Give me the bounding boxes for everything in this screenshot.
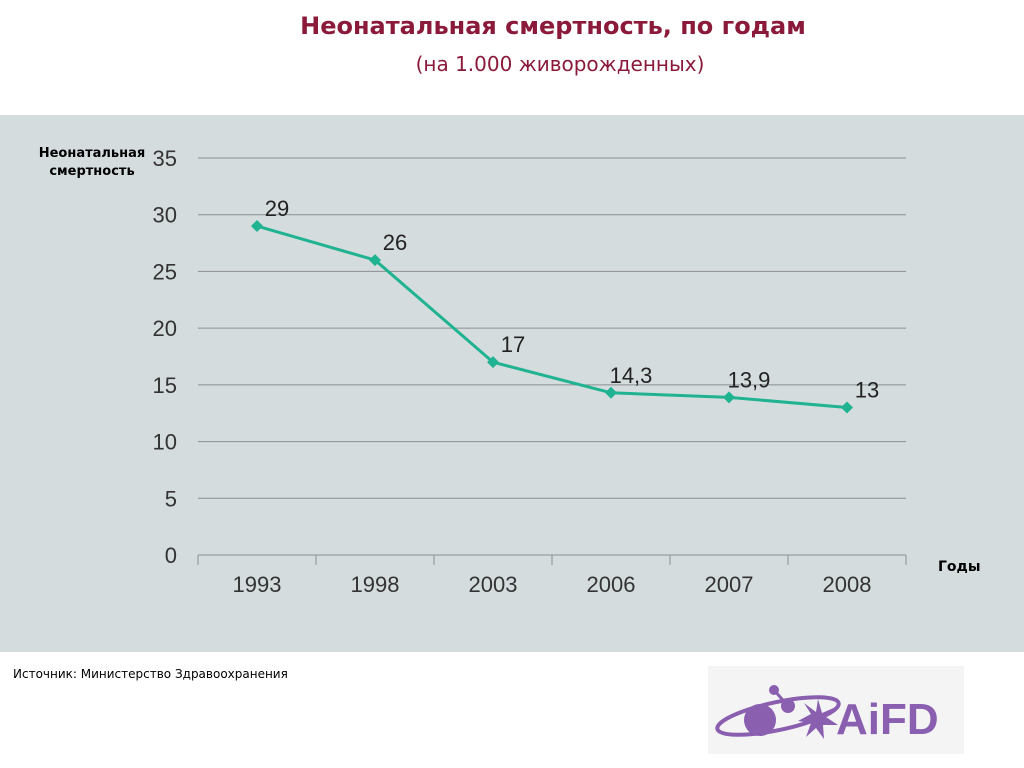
page-title: Неонатальная смертность, по годам	[300, 12, 806, 40]
data-label: 29	[265, 196, 289, 221]
data-point-marker	[841, 401, 853, 414]
x-tick-label: 2007	[705, 572, 754, 597]
y-tick-label: 20	[153, 316, 177, 341]
y-tick-label: 35	[153, 146, 177, 171]
x-axis-label: Годы	[938, 559, 981, 575]
x-tick-label: 2006	[587, 572, 636, 597]
data-label: 17	[501, 332, 525, 357]
aifd-logo: AiFD	[708, 666, 964, 754]
logo-orbit	[715, 695, 841, 737]
y-axis-label: Неонатальная смертность	[38, 146, 146, 179]
source-note: Источник: Министерство Здравоохранения	[13, 667, 288, 681]
data-point-marker	[369, 254, 381, 267]
y-tick-label: 10	[153, 430, 177, 455]
x-tick-label: 1993	[233, 572, 282, 597]
x-tick-label: 2008	[823, 572, 872, 597]
data-label: 26	[383, 230, 407, 255]
logo-text: AiFD	[836, 695, 939, 744]
data-label: 14,3	[610, 363, 653, 388]
data-point-marker	[723, 391, 735, 404]
data-label: 13,9	[728, 367, 771, 392]
logo-bond	[772, 689, 790, 707]
logo-star-icon	[798, 699, 838, 739]
y-tick-label: 0	[165, 543, 177, 568]
y-tick-label: 15	[153, 373, 177, 398]
series-line	[256, 224, 848, 410]
chart-panel	[0, 115, 1024, 652]
y-tick-label: 5	[165, 486, 177, 511]
x-tick-label: 2003	[469, 572, 518, 597]
data-point-marker	[605, 386, 617, 399]
x-tick-label: 1998	[351, 572, 400, 597]
data-point-marker	[487, 356, 499, 369]
y-tick-label: 30	[153, 203, 177, 228]
y-tick-label: 25	[153, 259, 177, 284]
data-point-marker	[251, 220, 263, 233]
logo-sphere	[744, 704, 776, 736]
data-label: 13	[855, 378, 879, 403]
page-subtitle: (на 1.000 живорожденных)	[415, 52, 705, 76]
